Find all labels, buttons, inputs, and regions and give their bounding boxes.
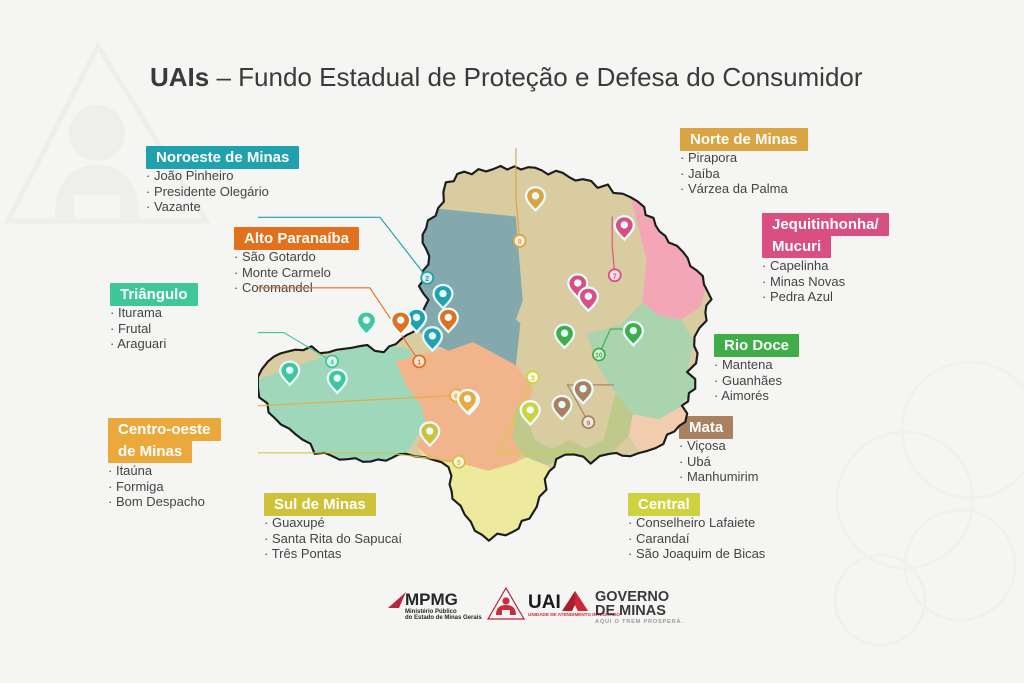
svg-text:1: 1: [417, 359, 421, 366]
svg-text:4: 4: [330, 359, 334, 366]
svg-text:5: 5: [457, 460, 461, 467]
svg-text:do Estado de Minas Gerais: do Estado de Minas Gerais: [405, 615, 482, 621]
svg-text:MPMG: MPMG: [405, 590, 458, 609]
svg-text:10: 10: [595, 352, 603, 359]
svg-text:AQUI O TREM PROSPERA.: AQUI O TREM PROSPERA.: [595, 619, 684, 625]
svg-text:UAI: UAI: [528, 592, 561, 613]
svg-text:7: 7: [613, 273, 617, 280]
svg-text:2: 2: [425, 276, 429, 283]
svg-text:8: 8: [518, 239, 522, 246]
svg-text:DE MINAS: DE MINAS: [595, 603, 666, 619]
svg-text:9: 9: [586, 420, 590, 427]
svg-text:3: 3: [531, 376, 535, 383]
